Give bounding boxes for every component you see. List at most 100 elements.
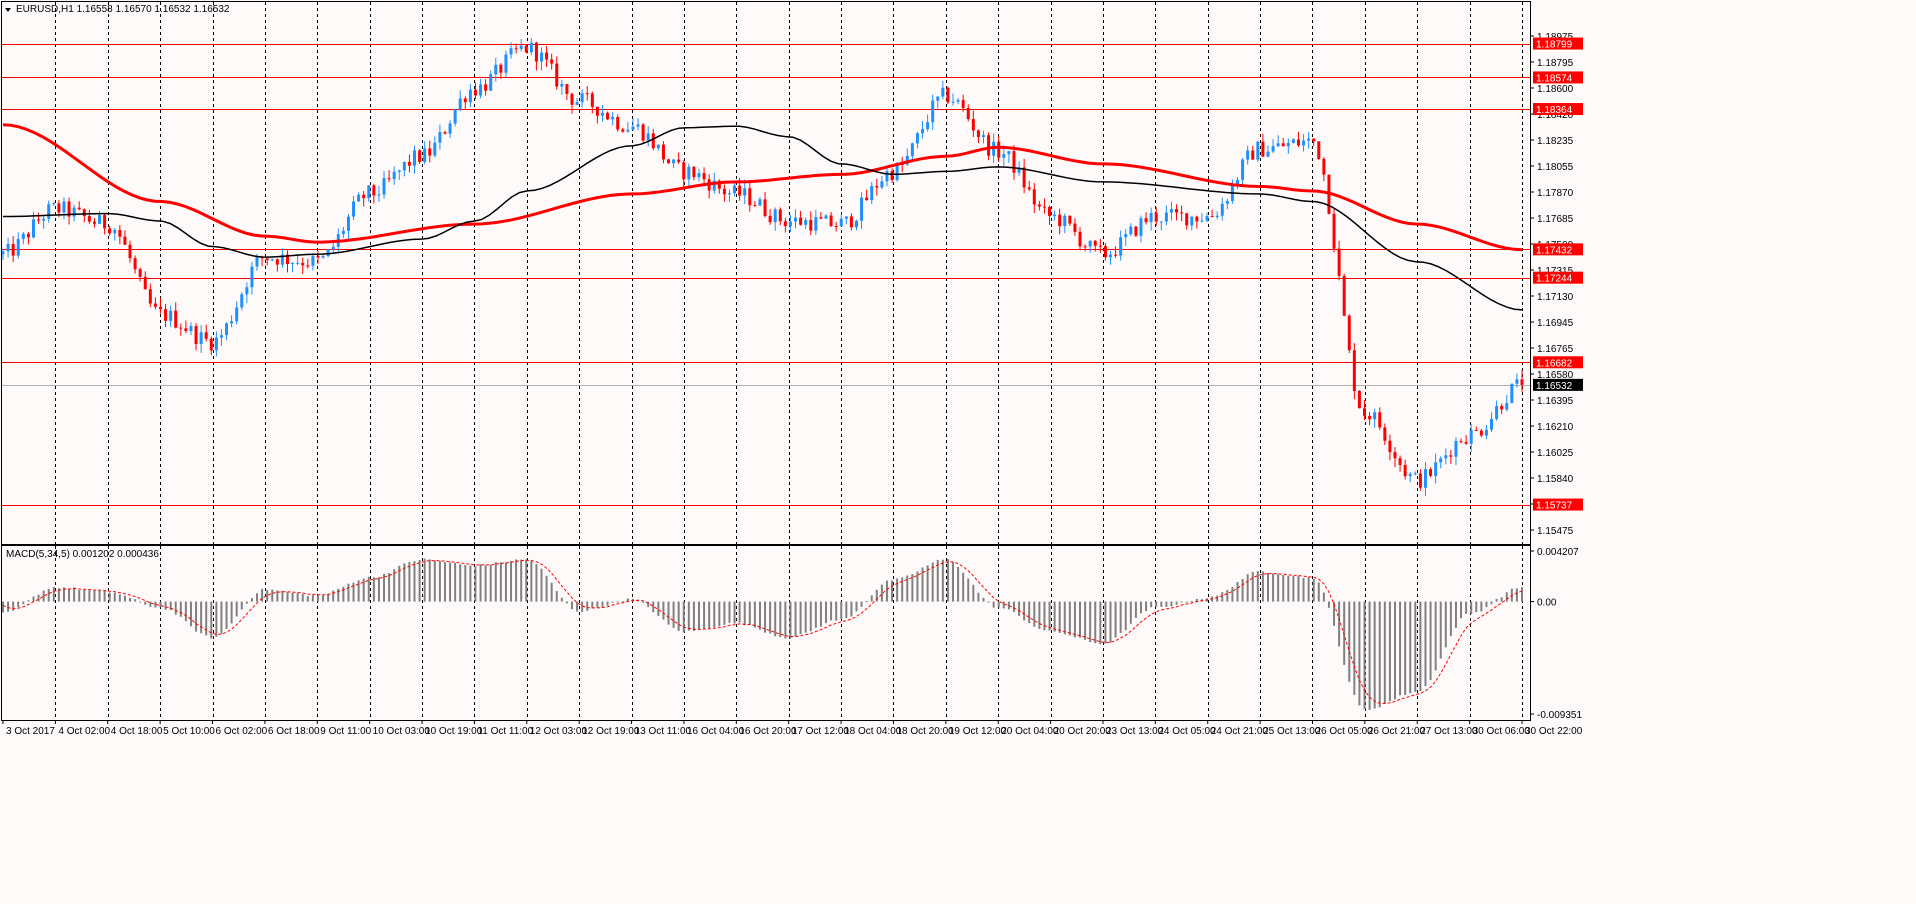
macd-bar [530, 561, 533, 602]
candle-body [1296, 139, 1300, 146]
candle-body [123, 236, 127, 245]
macd-bar [962, 572, 965, 602]
macd-bar [469, 565, 472, 602]
macd-bar [37, 594, 40, 602]
macd-bar [459, 564, 462, 602]
macd-bar [1150, 601, 1153, 608]
macd-bar [997, 601, 1000, 608]
candle-body [976, 130, 980, 138]
candle-body [565, 84, 569, 94]
price-tick-label: 1.15840 [1537, 474, 1574, 485]
macd-bar [703, 601, 706, 629]
candle-body [987, 135, 991, 156]
macd-bar [1007, 601, 1010, 610]
time-tick-label: 26 Oct 21:00 [1368, 726, 1426, 737]
macd-bar [1312, 578, 1315, 602]
macd-pane-frame [1, 545, 1531, 721]
candle-body [956, 100, 960, 102]
macd-bar [372, 577, 375, 602]
candle-body [138, 269, 142, 277]
macd-bar [1114, 601, 1117, 638]
macd-bar [1073, 601, 1076, 638]
macd-bar [93, 590, 96, 602]
macd-bar [1033, 601, 1036, 627]
macd-bar [1084, 601, 1087, 640]
macd-bar [789, 601, 792, 639]
macd-bar [189, 601, 192, 627]
candle-body [1398, 458, 1402, 465]
macd-bar [1124, 601, 1127, 631]
candle-body [890, 171, 894, 181]
dropdown-triangle-icon[interactable] [5, 8, 11, 12]
candle-body [1108, 254, 1112, 258]
price-tick-label: 1.16210 [1537, 422, 1574, 433]
macd-bar [992, 601, 995, 608]
macd-bar [753, 601, 756, 628]
macd-bar [545, 575, 548, 602]
macd-bar [250, 598, 253, 602]
level-tag [1533, 356, 1583, 369]
macd-bar [149, 601, 152, 607]
macd-bar [393, 569, 396, 602]
candle-body [219, 335, 223, 338]
macd-bar [576, 601, 579, 612]
price-tick-label: 1.18975 [1537, 32, 1574, 43]
level-tag [1533, 37, 1583, 50]
candle-body [1251, 150, 1255, 160]
price-tick-label: 1.18055 [1537, 162, 1574, 173]
time-tick-label: 19 Oct 12:00 [949, 726, 1007, 737]
time-tick-label: 9 Oct 11:00 [320, 726, 371, 737]
candle-body [839, 218, 843, 227]
macd-bar [230, 601, 233, 624]
candle-body [494, 64, 498, 75]
candle-body [31, 219, 35, 238]
macd-bar [911, 574, 914, 602]
macd-bar [1063, 601, 1066, 635]
price-tick-label: 1.17685 [1537, 214, 1574, 225]
candle-body [1119, 237, 1123, 256]
macd-bar [1465, 601, 1468, 614]
macd-bar [27, 600, 30, 602]
macd-bar [266, 590, 269, 602]
candle-body [296, 262, 300, 264]
macd-bar [316, 595, 319, 602]
macd-bar [83, 589, 86, 602]
candle-body [47, 204, 51, 219]
macd-bar [1460, 601, 1463, 619]
macd-bar [245, 601, 248, 604]
macd-bar [865, 601, 868, 603]
macd-bar [1048, 601, 1051, 631]
macd-tick-label: 0.00 [1537, 598, 1557, 609]
macd-bar [774, 601, 777, 637]
candle-body [936, 96, 940, 101]
candle-body [529, 42, 533, 53]
candle-body [1103, 246, 1107, 258]
macd-bar [1282, 575, 1285, 602]
macd-bar [581, 601, 584, 613]
candle-body [77, 207, 81, 210]
macd-bar [626, 598, 629, 602]
candle-body [854, 220, 858, 228]
candle-body [1429, 469, 1433, 476]
candle-body [590, 93, 594, 107]
macd-bar [1500, 597, 1503, 602]
macd-bar [179, 601, 182, 617]
macd-bar [1018, 601, 1021, 616]
macd-bar [1409, 601, 1412, 694]
macd-bar [555, 591, 558, 602]
macd-bar [1246, 574, 1249, 602]
candle-body [1363, 408, 1367, 416]
time-tick-label: 30 Oct 06:00 [1473, 726, 1531, 737]
candle-body [971, 119, 975, 131]
candle-body [240, 294, 244, 308]
macd-bar [1043, 601, 1046, 631]
candle-body [849, 216, 853, 228]
macd-bar [225, 601, 228, 629]
candle-body [1484, 429, 1488, 436]
macd-bar [728, 601, 731, 623]
macd-bar [1470, 601, 1473, 614]
macd-bar [22, 601, 25, 605]
candle-body [1042, 206, 1046, 208]
candle-body [1434, 462, 1438, 476]
